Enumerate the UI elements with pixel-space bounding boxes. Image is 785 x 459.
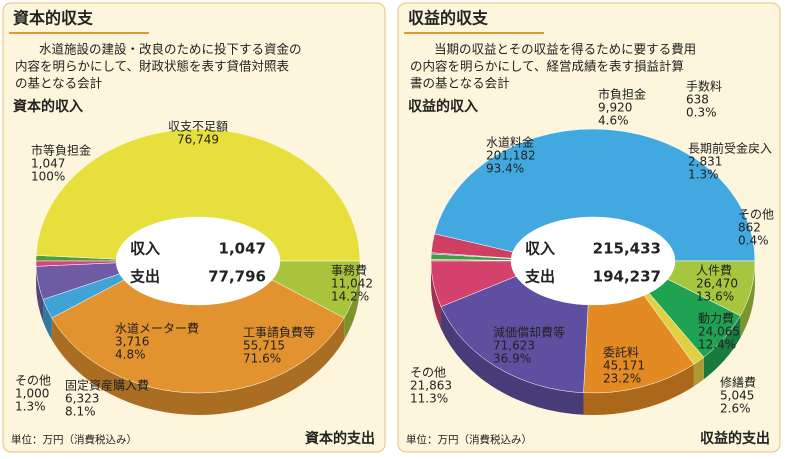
segment-name: 動力費 <box>698 311 734 326</box>
segment-name: 事務費 <box>331 263 367 278</box>
segment-percent: 2.6% <box>720 402 751 416</box>
segment-percent: 4.8% <box>115 348 146 362</box>
segment-value: 11,042 <box>331 277 373 291</box>
segment-percent: 23.2% <box>603 372 641 386</box>
segment-value: 3,716 <box>115 335 149 349</box>
summary-amount: 215,433 <box>593 240 661 258</box>
description-line: 書の基となる会計 <box>410 76 510 91</box>
segment-value: 638 <box>686 93 709 107</box>
segment-percent: 13.6% <box>696 290 734 304</box>
center-hole <box>116 217 280 305</box>
summary-amount: 1,047 <box>219 240 266 258</box>
segment-value: 76,749 <box>177 133 219 147</box>
unit-note: 単位：万円（消費税込み） <box>11 433 137 446</box>
summary-label: 支出 <box>129 268 160 286</box>
description-line: 当期の収益とその収益を得るために要する費用 <box>434 42 696 57</box>
segment-value: 21,863 <box>410 379 452 393</box>
segment-percent: 11.3% <box>410 392 448 406</box>
segment-name: その他 <box>15 374 51 388</box>
segment-value: 2,831 <box>688 155 722 169</box>
segment-name: 市負担金 <box>598 87 646 102</box>
segment-value: 45,171 <box>603 359 645 373</box>
segment-percent: 36.9% <box>493 352 531 366</box>
segment-percent: 14.2% <box>331 290 369 304</box>
summary-amount: 77,796 <box>208 268 266 286</box>
segment-name: 水道料金 <box>486 135 534 150</box>
segment-name: 修繕費 <box>720 375 756 390</box>
title-underline <box>404 32 544 34</box>
segment-percent: 71.6% <box>243 352 281 366</box>
description-line: の基となる会計 <box>15 76 102 91</box>
segment-value: 24,065 <box>698 325 740 339</box>
segment-percent: 0.3% <box>686 106 717 120</box>
expense-heading: 収益的支出 <box>700 430 770 447</box>
segment-value: 6,323 <box>65 392 99 406</box>
segment-percent: 4.6% <box>598 114 629 128</box>
segment-percent: 100% <box>31 170 65 184</box>
income-heading: 資本的収入 <box>13 98 83 115</box>
title-underline <box>9 32 149 34</box>
segment-name: 委託料 <box>603 345 639 360</box>
segment-value: 862 <box>738 221 761 235</box>
segment-percent: 8.1% <box>65 405 96 419</box>
segment-name: 長期前受金戻入 <box>688 141 772 156</box>
summary-label: 収入 <box>525 240 555 258</box>
center-hole <box>511 217 675 305</box>
segment-name: 人件費 <box>696 263 732 278</box>
panel: 資本的収支水道施設の建設・改良のために投下する資金の内容を明らかにして、財政状態… <box>3 3 385 452</box>
segment-value: 5,045 <box>720 389 754 403</box>
description-line: 内容を明らかにして、財政状態を表す貸借対照表 <box>15 59 290 74</box>
unit-note: 単位：万円（消費税込み） <box>406 433 532 446</box>
segment-percent: 12.4% <box>698 338 736 352</box>
segment-name: 固定資産購入費 <box>65 378 149 393</box>
summary-amount: 194,237 <box>593 268 661 286</box>
segment-value: 26,470 <box>696 277 738 291</box>
description-line: の内容を明らかにして、経営成績を表す損益計算 <box>410 59 684 74</box>
income-heading: 収益的収入 <box>408 98 478 115</box>
segment-name: その他 <box>410 366 446 380</box>
segment-value: 201,182 <box>486 149 536 163</box>
segment-percent: 0.4% <box>738 234 769 248</box>
segment-value: 1,000 <box>15 387 49 401</box>
segment-name: 工事請負費等 <box>243 325 315 340</box>
description-line: 水道施設の建設・改良のために投下する資金の <box>39 42 302 57</box>
segment-name: その他 <box>738 208 774 222</box>
segment-value: 55,715 <box>243 339 285 353</box>
segment-name: 減価償却費等 <box>493 325 565 340</box>
segment-name: 収支不足額 <box>168 120 228 134</box>
panel: 収益的収支当期の収益とその収益を得るために要する費用の内容を明らかにして、経営成… <box>398 3 780 452</box>
summary-label: 支出 <box>524 268 555 286</box>
segment-percent: 1.3% <box>15 400 46 414</box>
segment-value: 71,623 <box>493 339 535 353</box>
segment-name: 市等負担金 <box>31 143 91 158</box>
segment-name: 手数料 <box>686 79 722 94</box>
panel-title: 資本的収支 <box>13 9 94 28</box>
segment-percent: 1.3% <box>688 168 719 182</box>
segment-percent: 93.4% <box>486 162 524 176</box>
summary-label: 収入 <box>130 240 160 258</box>
panel-title: 収益的収支 <box>408 9 489 28</box>
segment-value: 9,920 <box>598 101 632 115</box>
segment-value: 1,047 <box>31 157 65 171</box>
expense-heading: 資本的支出 <box>305 430 375 447</box>
segment-name: 水道メーター費 <box>115 321 199 336</box>
